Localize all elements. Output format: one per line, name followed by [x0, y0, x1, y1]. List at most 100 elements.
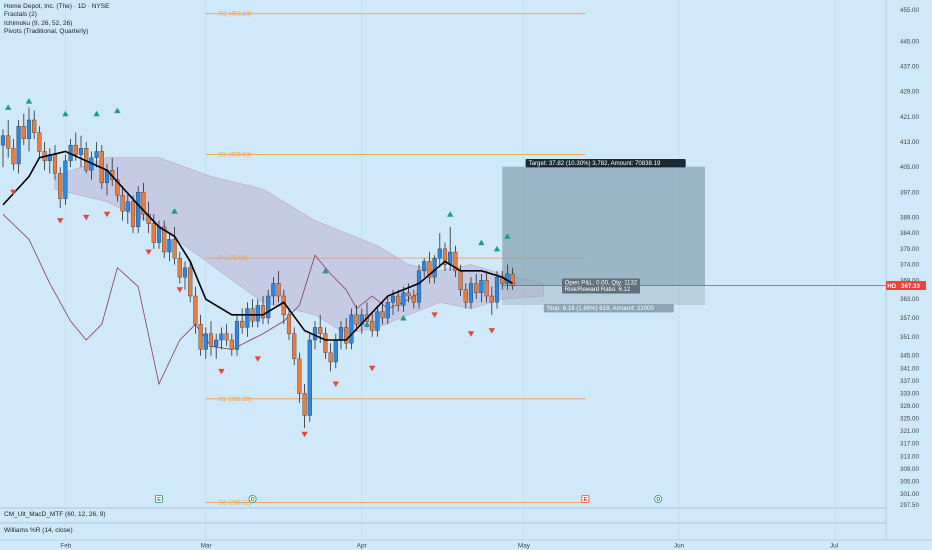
macd-pane-label[interactable]: CM_Ult_MacD_MTF (60, 12, 26, 9) — [4, 511, 106, 518]
candle — [156, 226, 162, 243]
dividend-icon: D — [248, 494, 257, 503]
candle — [0, 135, 6, 146]
candle — [162, 226, 167, 253]
candle — [58, 173, 63, 199]
williams-pane-label[interactable]: Williams %R (14, close) — [4, 527, 73, 534]
candle — [32, 119, 37, 133]
candle — [416, 270, 422, 303]
fractal-down-icon — [10, 189, 17, 196]
candle — [26, 119, 32, 140]
candle — [151, 223, 156, 243]
legend-title[interactable]: Home Depot, Inc. (The) · 1D · NYSE — [4, 3, 110, 10]
fractal-down-icon — [488, 328, 495, 334]
candle — [141, 192, 146, 215]
target-zone — [502, 166, 705, 286]
earnings-icon: E — [155, 495, 163, 503]
candle — [380, 311, 385, 319]
candle — [494, 276, 500, 303]
candle — [245, 308, 250, 328]
fractal-up-icon — [114, 107, 121, 114]
candle — [442, 248, 448, 265]
candle — [318, 327, 323, 334]
y-tick-label: 437.00 — [900, 64, 919, 71]
event-letter: D — [656, 497, 660, 503]
fractal-up-icon — [322, 267, 329, 274]
y-tick-label: 413.00 — [900, 139, 919, 146]
event-circle — [248, 494, 257, 503]
candle — [266, 295, 271, 319]
pivot-label: R1 (409.03) — [219, 151, 252, 158]
price-axis-bg — [886, 0, 932, 540]
candle — [37, 132, 42, 152]
candle — [130, 201, 136, 228]
legend-fractals[interactable]: Fractals (2) — [4, 11, 37, 19]
candle — [385, 302, 390, 319]
candle — [208, 333, 214, 347]
event-letter: E — [157, 497, 161, 503]
candle — [468, 283, 474, 303]
last-price-text: 367.33 — [901, 283, 920, 290]
candle — [302, 393, 307, 416]
dividend-icon: D — [654, 494, 663, 503]
candle — [427, 261, 432, 278]
candle — [375, 311, 380, 331]
event-letter: D — [251, 497, 255, 503]
candle — [172, 239, 177, 259]
fractal-up-icon — [62, 110, 69, 117]
target-label-bg — [525, 158, 686, 168]
candle — [411, 295, 416, 303]
candle — [489, 295, 494, 303]
candle — [333, 339, 338, 363]
price-symbol-text: HD — [887, 283, 896, 290]
y-tick-label: 345.00 — [900, 353, 919, 360]
y-tick-label: 341.00 — [900, 365, 919, 372]
last-price-badge — [899, 281, 926, 291]
fractal-down-icon — [145, 249, 152, 255]
candle — [21, 126, 26, 140]
fractal-down-icon — [57, 218, 64, 224]
fractal-down-icon — [332, 381, 339, 387]
stop-label-bg — [543, 303, 674, 313]
x-tick-label: May — [518, 543, 531, 550]
fractal-down-icon — [431, 312, 438, 318]
y-tick-label: 384.00 — [900, 230, 919, 237]
candle — [354, 314, 359, 325]
candle — [422, 261, 427, 272]
candle — [292, 333, 297, 360]
candle — [125, 201, 130, 212]
fractal-down-icon — [369, 365, 376, 372]
candle — [448, 251, 453, 265]
fractal-down-icon — [254, 356, 261, 362]
candle — [203, 333, 208, 350]
x-tick-label: Feb — [60, 543, 71, 550]
candle — [63, 160, 68, 199]
center-label-bg — [562, 278, 640, 294]
y-tick-label: 405.00 — [900, 164, 919, 171]
candle — [84, 148, 89, 171]
y-tick-label: 369.00 — [900, 277, 919, 284]
candle — [94, 151, 99, 158]
candle — [484, 280, 489, 297]
y-tick-label: 337.00 — [900, 378, 919, 385]
y-tick-label: 301.00 — [900, 491, 919, 498]
y-tick-label: 313.00 — [900, 453, 919, 460]
legend-pivots[interactable]: Pivots (Traditional, Quarterly) — [4, 28, 89, 36]
candle — [271, 283, 276, 297]
y-tick-label: 329.00 — [900, 403, 919, 410]
event-box — [155, 495, 163, 503]
target-label: Target: 37.82 (10.30%) 3,782, Amount: 70… — [525, 158, 686, 168]
candle — [214, 339, 219, 347]
legend-ichimoku[interactable]: Ichimoku (9, 26, 52, 26) — [4, 19, 73, 27]
candle — [182, 267, 188, 278]
y-tick-label: 357.00 — [900, 315, 919, 322]
candle — [219, 333, 224, 341]
fractal-down-icon — [467, 331, 475, 337]
candle — [78, 148, 84, 155]
candle — [307, 339, 312, 416]
center-label-ratio: Risk/Reward Ratio: 6.12 — [565, 286, 631, 293]
y-tick-label: 297.50 — [900, 502, 919, 509]
candle — [11, 148, 16, 165]
